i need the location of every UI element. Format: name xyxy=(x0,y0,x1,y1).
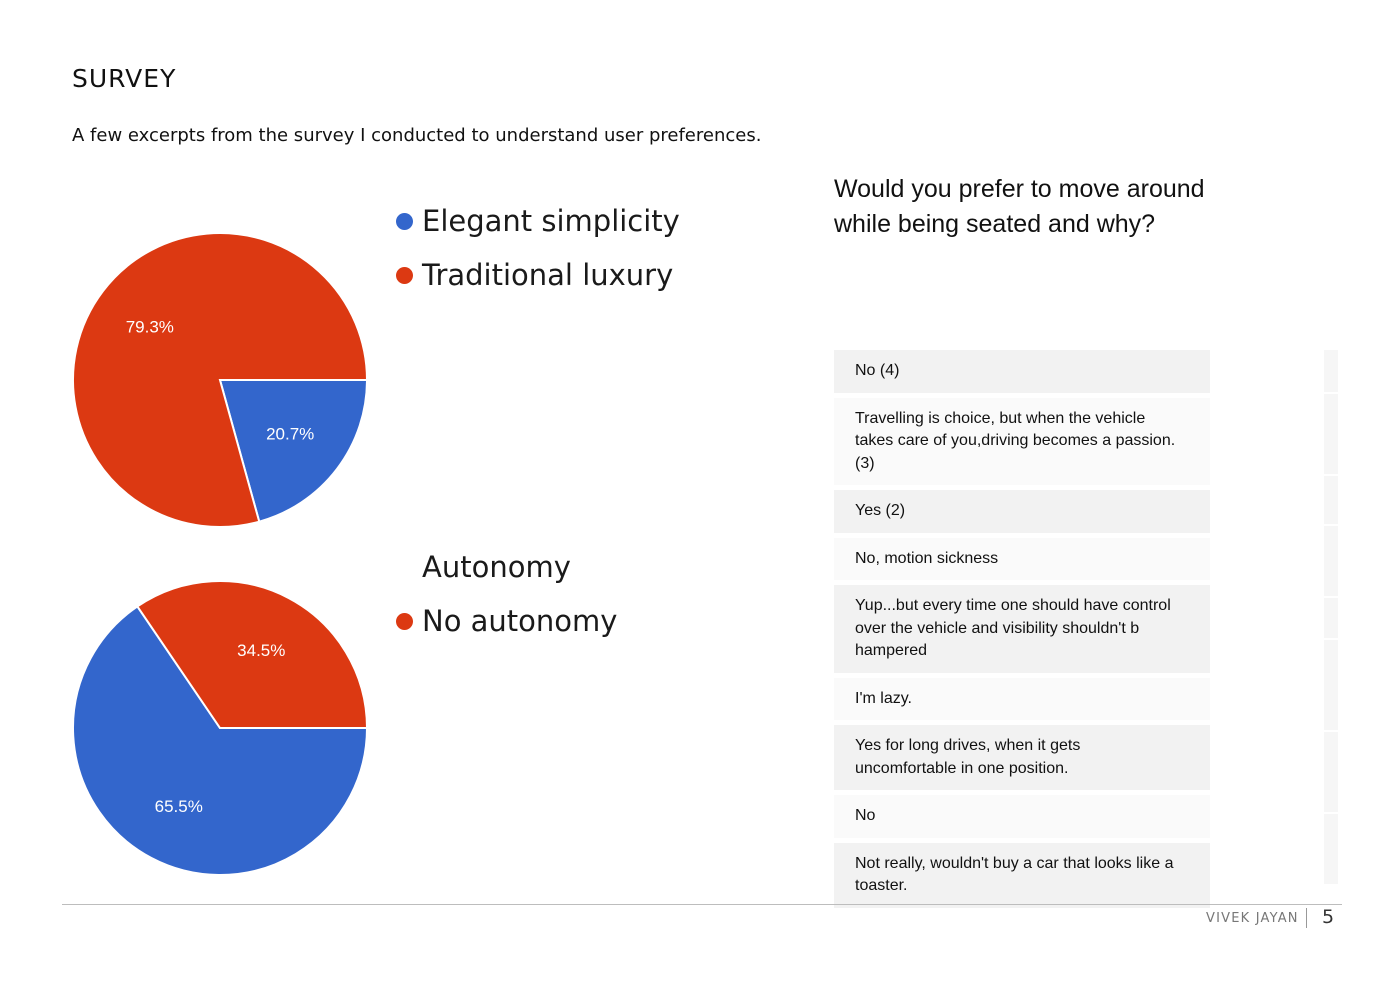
pie-slice-autonomy xyxy=(72,605,369,876)
legend-label: Elegant simplicity xyxy=(422,204,680,238)
legend-label: Autonomy xyxy=(422,550,571,584)
pie-data-label: 79.3% xyxy=(126,318,174,337)
response-item: No xyxy=(834,795,1210,838)
red-dot-icon xyxy=(396,266,413,284)
footer-separator xyxy=(1306,908,1307,928)
legend-autonomy: Autonomy No autonomy xyxy=(396,540,617,648)
survey-question: Would you prefer to move around while be… xyxy=(834,175,1205,238)
legend-label: No autonomy xyxy=(422,604,618,638)
pie-slice-traditional-luxury xyxy=(72,232,369,528)
response-item: Yes (2) xyxy=(834,490,1210,533)
footer-author: VIVEK JAYAN xyxy=(1206,911,1299,926)
legend-item-traditional-luxury: Traditional luxury xyxy=(396,248,680,302)
response-list[interactable]: No (4) Travelling is choice, but when th… xyxy=(834,350,1210,913)
legend-item-no-autonomy: No autonomy xyxy=(396,594,617,648)
page-title: SURVEY xyxy=(72,64,177,93)
page-number: 5 xyxy=(1322,906,1335,928)
response-item: Not really, wouldn't buy a car that look… xyxy=(834,842,1210,908)
legend-item-elegant-simplicity: Elegant simplicity xyxy=(396,194,680,248)
response-item: No (4) xyxy=(834,350,1210,393)
legend-item-autonomy: Autonomy xyxy=(396,540,617,594)
response-item: Yes for long drives, when it gets uncomf… xyxy=(834,725,1210,790)
legend-label: Traditional luxury xyxy=(422,258,674,292)
pie-slice-elegant-simplicity xyxy=(218,379,369,523)
response-item: Travelling is choice, but when the vehic… xyxy=(834,397,1210,485)
scrollbar[interactable] xyxy=(1324,350,1338,884)
red-dot-icon xyxy=(396,612,413,630)
footer-divider xyxy=(62,904,1342,905)
response-item: No, motion sickness xyxy=(834,537,1210,580)
pie-data-label: 20.7% xyxy=(266,424,314,443)
pie-data-label: 65.5% xyxy=(155,797,203,816)
blue-dot-icon xyxy=(396,212,413,230)
pie-chart-autonomy: 65.5% 34.5% xyxy=(72,580,369,876)
legend-marker-hidden xyxy=(396,559,413,576)
legend-style: Elegant simplicity Traditional luxury xyxy=(396,194,680,302)
pie-data-label: 34.5% xyxy=(237,641,285,660)
pie-chart-style: 20.7% 79.3% xyxy=(72,232,369,528)
response-item: Yup...but every time one should have con… xyxy=(834,585,1210,673)
pie-slice-no-autonomy xyxy=(135,580,369,729)
response-item: I'm lazy. xyxy=(834,677,1210,720)
page-subtitle: A few excerpts from the survey I conduct… xyxy=(72,125,762,146)
